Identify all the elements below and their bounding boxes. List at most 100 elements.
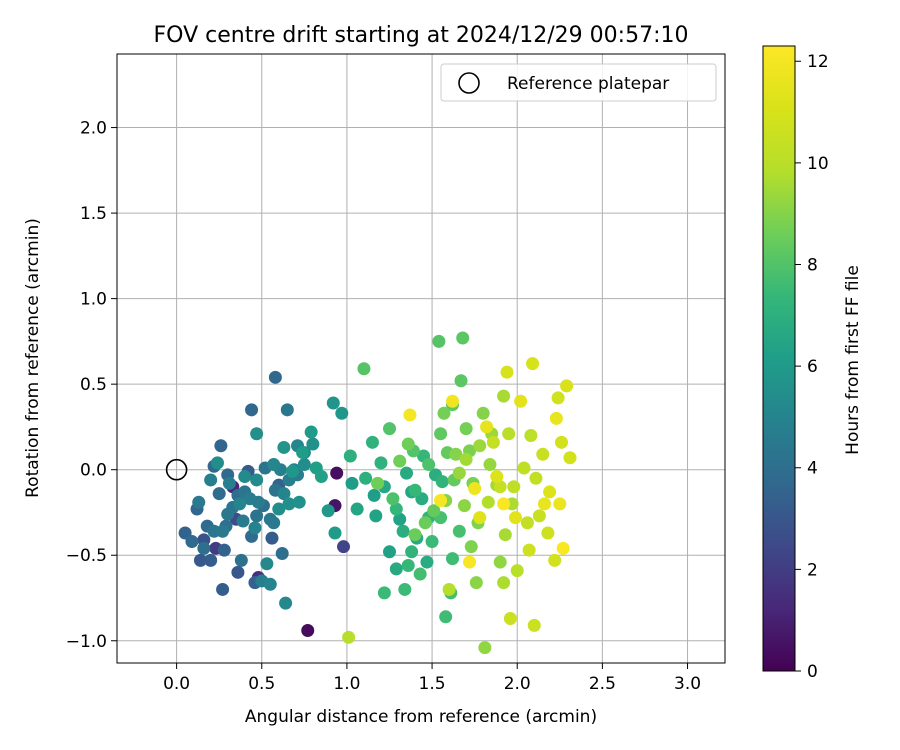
data-point <box>297 458 311 472</box>
data-point <box>377 586 391 600</box>
data-point <box>483 458 497 472</box>
y-axis-ticks: −1.0 −0.5 0.0 0.5 1.0 1.5 2.0 <box>66 119 117 652</box>
data-point <box>526 357 540 371</box>
data-point <box>549 411 563 425</box>
data-point <box>520 516 534 530</box>
data-point <box>345 476 359 490</box>
data-point <box>272 502 286 516</box>
data-point <box>452 524 466 538</box>
legend-marker-icon <box>458 72 480 94</box>
data-point <box>221 507 235 521</box>
data-point <box>301 623 315 637</box>
data-point <box>350 502 364 516</box>
x-tick-label: 2.5 <box>589 674 616 694</box>
y-axis-label: Rotation from reference (arcmin) <box>23 218 43 498</box>
data-point <box>446 394 460 408</box>
data-point <box>282 497 296 511</box>
x-tick-label: 0.5 <box>248 674 275 694</box>
data-point <box>210 456 224 470</box>
y-tick-label: 0.5 <box>80 375 107 395</box>
legend-box <box>440 63 717 102</box>
data-point <box>493 555 507 569</box>
plot-frame <box>116 53 726 664</box>
data-point <box>510 564 524 578</box>
data-point <box>393 512 407 526</box>
data-point <box>401 558 415 572</box>
y-tick-label: 0.0 <box>80 461 107 481</box>
data-point <box>464 540 478 554</box>
data-point <box>555 435 569 449</box>
data-point <box>328 526 342 540</box>
data-point <box>400 466 414 480</box>
data-point <box>473 511 487 525</box>
data-point <box>454 374 468 388</box>
data-point <box>469 576 483 590</box>
data-point <box>185 535 199 549</box>
data-point <box>321 504 335 518</box>
colorbar-label: Hours from first FF file <box>843 265 863 455</box>
colorbar-tick-label: 10 <box>807 154 829 174</box>
data-point <box>536 447 550 461</box>
data-point <box>296 446 310 460</box>
data-point <box>452 466 466 480</box>
data-point <box>442 582 456 596</box>
data-point <box>265 531 279 545</box>
x-axis-ticks: 0.0 0.5 1.0 1.5 2.0 2.5 3.0 <box>163 663 701 694</box>
data-point <box>514 394 528 408</box>
colorbar-tick-label: 0 <box>807 662 818 682</box>
data-point <box>473 439 487 453</box>
data-point <box>497 497 511 511</box>
chart-title: FOV centre drift starting at 2024/12/29 … <box>154 23 689 48</box>
data-point <box>500 365 514 379</box>
x-tick-label: 0.0 <box>163 674 190 694</box>
data-point <box>420 555 434 569</box>
data-point <box>245 403 259 417</box>
data-point <box>389 562 403 576</box>
data-point <box>275 547 289 561</box>
data-point <box>238 470 252 484</box>
data-point <box>248 521 262 535</box>
data-point <box>382 545 396 559</box>
data-point <box>532 509 546 523</box>
data-point <box>292 495 306 509</box>
y-tick-label: −0.5 <box>66 546 107 566</box>
colorbar-tick-label: 4 <box>807 459 818 479</box>
data-point <box>434 493 448 507</box>
data-point <box>509 511 523 525</box>
data-point <box>408 528 422 542</box>
data-point <box>280 403 294 417</box>
data-points <box>178 331 577 655</box>
data-point <box>527 618 541 632</box>
data-point <box>481 495 495 509</box>
data-point <box>192 495 206 509</box>
data-point <box>543 485 557 499</box>
data-point <box>408 483 422 497</box>
data-point <box>398 582 412 596</box>
data-point <box>502 427 516 441</box>
data-point <box>517 461 531 475</box>
data-point <box>486 435 500 449</box>
data-point <box>459 422 473 436</box>
data-point <box>389 502 403 516</box>
colorbar-tick-label: 8 <box>807 255 818 275</box>
data-point <box>371 476 385 490</box>
data-point <box>314 470 328 484</box>
y-tick-label: 1.0 <box>80 290 107 310</box>
data-point <box>335 406 349 420</box>
data-point <box>382 422 396 436</box>
x-tick-label: 3.0 <box>674 674 701 694</box>
data-point <box>216 582 230 596</box>
data-point <box>457 499 471 513</box>
data-point <box>204 473 218 487</box>
data-point <box>277 487 291 501</box>
data-point <box>468 482 482 496</box>
data-point <box>267 458 281 472</box>
data-point <box>556 541 570 555</box>
x-tick-label: 2.0 <box>504 674 531 694</box>
x-axis-label: Angular distance from reference (arcmin) <box>245 707 597 727</box>
reference-marker <box>165 458 188 481</box>
data-point <box>459 452 473 466</box>
data-point <box>231 565 245 579</box>
data-point <box>374 456 388 470</box>
data-point <box>285 464 299 478</box>
